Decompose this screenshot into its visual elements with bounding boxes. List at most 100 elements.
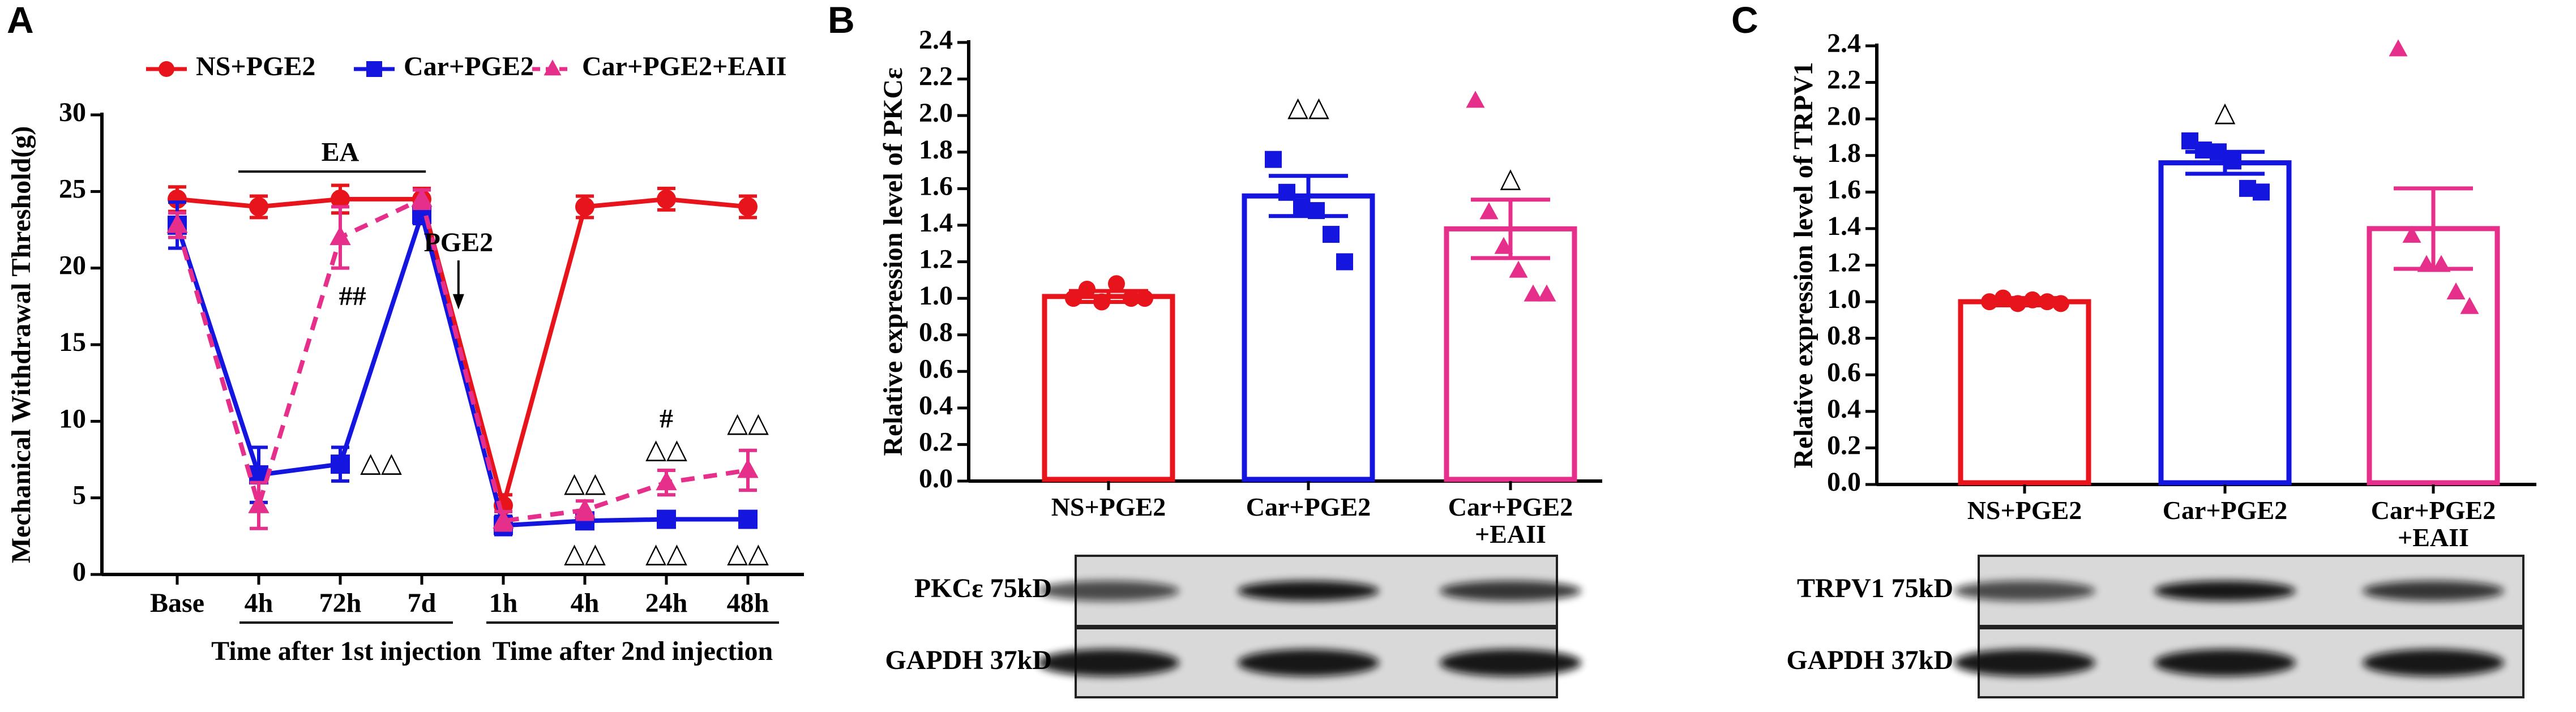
annotation: # bbox=[660, 404, 673, 434]
y-tick-label: 0.6 bbox=[919, 354, 953, 384]
x-tick-label: Car+PGE2 bbox=[2162, 497, 2288, 525]
data-point bbox=[737, 458, 759, 478]
y-tick-label: 15 bbox=[59, 327, 86, 357]
data-point bbox=[2446, 282, 2466, 299]
y-tick-label: 2.2 bbox=[919, 62, 953, 92]
legend-label: Car+PGE2 bbox=[404, 52, 534, 82]
data-point bbox=[2024, 291, 2041, 308]
y-tick-label: 0.2 bbox=[919, 427, 953, 457]
data-point bbox=[2009, 295, 2026, 312]
y-tick-label: 0 bbox=[72, 557, 86, 587]
x-tick-label: 1h bbox=[489, 588, 518, 618]
data-point bbox=[168, 189, 187, 209]
data-point bbox=[738, 197, 758, 217]
y-tick-label: 0.8 bbox=[919, 318, 953, 348]
data-point bbox=[1278, 183, 1295, 201]
x-tick-label: Car+PGE2 +EAII bbox=[2370, 497, 2496, 552]
x-tick-label-box: Car+PGE2 bbox=[1246, 494, 1371, 521]
data-point bbox=[2210, 143, 2227, 161]
blot-band bbox=[1038, 649, 1179, 676]
data-point bbox=[1293, 198, 1310, 216]
data-point bbox=[657, 189, 676, 209]
data-point bbox=[2432, 255, 2451, 272]
data-point bbox=[1323, 226, 1340, 243]
x-tick-label: Base bbox=[150, 588, 204, 618]
annotation: △△ bbox=[727, 537, 769, 569]
data-point bbox=[2052, 295, 2069, 312]
data-point bbox=[1265, 151, 1282, 168]
blot-label: PKCε 75kD bbox=[914, 573, 1052, 603]
data-point bbox=[1509, 260, 1528, 278]
annotation: △△ bbox=[360, 447, 402, 478]
annotation: EA bbox=[322, 137, 360, 167]
series-line bbox=[175, 206, 748, 528]
data-point bbox=[2195, 141, 2212, 159]
annotation: △△ bbox=[727, 407, 769, 439]
data-point bbox=[1995, 289, 2012, 307]
y-tick-label: 0.6 bbox=[1827, 357, 1861, 387]
annotation: △△ bbox=[564, 537, 606, 569]
y-tick-label: 1.8 bbox=[1827, 138, 1861, 168]
blot-band bbox=[1954, 649, 2095, 676]
data-point bbox=[1136, 290, 1153, 307]
x-tick-label: Car+PGE2 +EAII bbox=[1448, 494, 1573, 549]
data-point bbox=[2039, 293, 2056, 311]
y-tick-label: 1.4 bbox=[1827, 211, 1861, 241]
data-point bbox=[738, 509, 758, 529]
data-point bbox=[575, 197, 594, 217]
data-point bbox=[657, 509, 676, 529]
data-point bbox=[574, 498, 596, 518]
data-point bbox=[1537, 284, 1556, 302]
y-tick-label: 2.0 bbox=[919, 98, 953, 128]
x-tick-label-box: Car+PGE2 bbox=[2162, 497, 2288, 525]
blot-band bbox=[1440, 649, 1581, 676]
y-tick-label: 2.0 bbox=[1827, 101, 1861, 131]
annotation: △ bbox=[2215, 96, 2236, 127]
blot-band bbox=[2154, 581, 2296, 601]
data-point bbox=[656, 471, 677, 491]
y-tick-label: 1.2 bbox=[1827, 248, 1861, 278]
data-point bbox=[2224, 152, 2241, 170]
blot-label: GAPDH 37kD bbox=[885, 645, 1052, 675]
blot-band bbox=[1238, 649, 1379, 676]
y-tick-label: 1.6 bbox=[1827, 174, 1861, 204]
x-tick-label: 24h bbox=[645, 588, 688, 618]
bar bbox=[1444, 226, 1577, 482]
bar bbox=[1042, 294, 1175, 482]
data-point bbox=[2389, 39, 2408, 57]
x-tick-label-box: NS+PGE2 bbox=[1967, 497, 2082, 525]
annotation: △△ bbox=[645, 433, 687, 465]
series-line bbox=[175, 196, 748, 524]
data-point bbox=[2417, 255, 2436, 272]
data-point bbox=[1079, 280, 1096, 298]
annotation: △△ bbox=[1287, 91, 1329, 122]
x-tick-label: 48h bbox=[727, 588, 769, 618]
y-tick-label: 2.4 bbox=[919, 25, 953, 55]
x-tick-label: 7d bbox=[408, 588, 437, 618]
data-point bbox=[2253, 183, 2270, 201]
x-tick-label: NS+PGE2 bbox=[1051, 494, 1166, 521]
legend-marker bbox=[544, 59, 562, 76]
data-point bbox=[330, 226, 351, 246]
blot-band bbox=[2154, 649, 2296, 676]
annotation: △△ bbox=[564, 466, 606, 498]
x-group-label: Time after 1st injection bbox=[211, 636, 481, 666]
x-tick-label: 72h bbox=[319, 588, 362, 618]
x-tick-label: NS+PGE2 bbox=[1967, 497, 2082, 525]
x-group-label: Time after 2nd injection bbox=[493, 636, 773, 666]
y-tick-label: 0.4 bbox=[1827, 394, 1861, 424]
data-point bbox=[1494, 237, 1513, 254]
legend-marker bbox=[159, 61, 174, 77]
data-point bbox=[1336, 253, 1353, 271]
data-point bbox=[1524, 284, 1543, 302]
data-point bbox=[248, 494, 269, 513]
blot-band bbox=[2363, 649, 2504, 676]
annotation: PGE2 bbox=[423, 228, 493, 258]
annotation: ## bbox=[339, 281, 366, 311]
data-point bbox=[166, 213, 188, 233]
pge2-arrowhead bbox=[452, 294, 464, 310]
y-tick-label: 1.8 bbox=[919, 135, 953, 165]
data-point bbox=[1123, 290, 1140, 307]
data-point bbox=[331, 189, 350, 209]
x-tick-label-box: Car+PGE2 +EAII bbox=[1448, 494, 1573, 549]
